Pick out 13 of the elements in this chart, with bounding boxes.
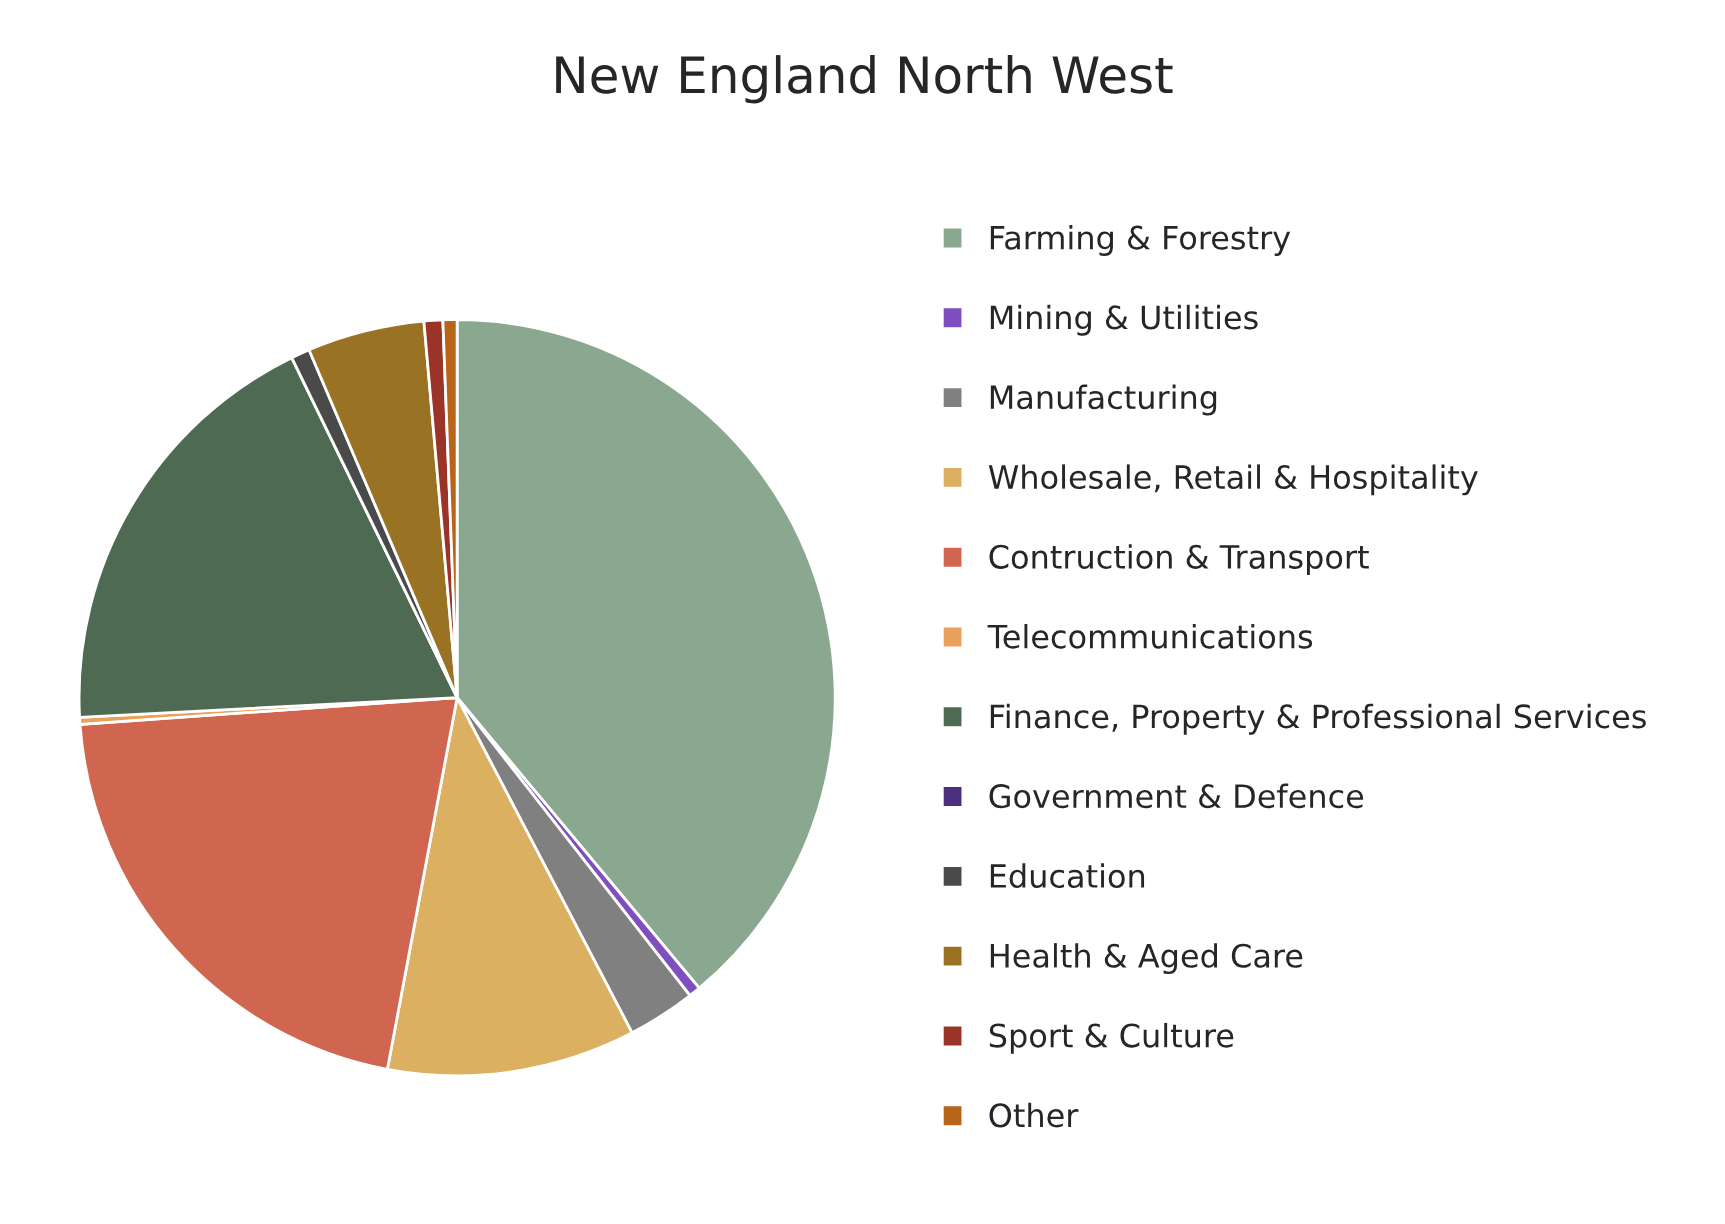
legend-label: Sport & Culture [989,1022,1234,1054]
legend-label: Mining & Utilities [990,304,1258,336]
legend-label: Telecommunications [987,623,1313,649]
legend-label: Contruction & Transport [989,544,1369,576]
legend-label: Education [990,863,1145,889]
legend-label: Farming & Forestry [990,225,1291,256]
legend-label: Government & Defence [989,783,1364,809]
legend-label: Other [989,1102,1079,1128]
legend-label: Health & Aged Care [990,943,1303,975]
legend-label: Finance, Property & Professional Services [990,703,1646,735]
chart-title: New England North West [556,55,1173,104]
legend-label: Manufacturing [990,384,1217,416]
legend-label: Wholesale, Retail & Hospitality [988,464,1478,496]
